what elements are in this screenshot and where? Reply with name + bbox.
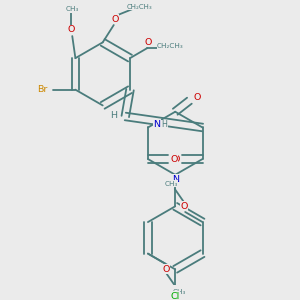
Text: CH₂CH₃: CH₂CH₃ (157, 44, 184, 50)
Text: H: H (110, 111, 117, 120)
Text: O: O (163, 265, 170, 274)
Text: H: H (161, 121, 167, 130)
Text: O: O (172, 154, 180, 164)
Text: Br: Br (37, 85, 47, 94)
Text: Cl: Cl (171, 292, 180, 300)
Text: O: O (181, 202, 188, 211)
Text: CH₃: CH₃ (164, 181, 178, 187)
Text: CH₂CH₃: CH₂CH₃ (127, 4, 153, 10)
Text: CH₃: CH₃ (66, 6, 79, 12)
Text: O: O (170, 154, 178, 164)
Text: O: O (68, 25, 75, 34)
Text: CH₃: CH₃ (173, 289, 186, 295)
Text: O: O (194, 93, 201, 102)
Text: O: O (111, 15, 118, 24)
Text: N: N (153, 120, 160, 129)
Text: O: O (144, 38, 152, 47)
Text: N: N (172, 175, 179, 184)
